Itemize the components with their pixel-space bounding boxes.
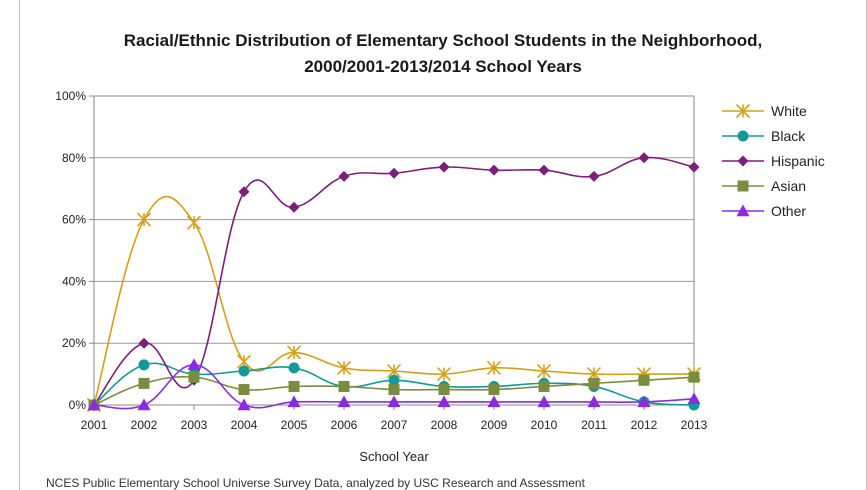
- data-point-hispanic: [538, 164, 550, 176]
- y-tick-label: 20%: [62, 336, 86, 350]
- data-point-other: [387, 395, 401, 408]
- data-point-asian: [138, 377, 150, 389]
- legend-marker-black: [737, 130, 749, 142]
- data-point-asian: [288, 380, 300, 392]
- data-point-hispanic: [338, 170, 350, 182]
- data-point-asian: [238, 384, 250, 396]
- data-point-other: [537, 395, 551, 408]
- chart-title-line-2: 2000/2001-2013/2014 School Years: [304, 57, 582, 76]
- x-tick-label: 2003: [181, 418, 208, 432]
- data-point-other: [137, 398, 151, 411]
- y-tick-label: 40%: [62, 274, 86, 288]
- data-point-white: [436, 367, 452, 382]
- legend-label-hispanic: Hispanic: [771, 153, 825, 169]
- data-point-other: [437, 395, 451, 408]
- legend-label-other: Other: [771, 203, 806, 219]
- legend-marker-other: [736, 204, 750, 217]
- y-axis-ticks: 0% 20% 40% 60% 80% 100%: [55, 89, 94, 412]
- x-axis-title: School Year: [359, 449, 429, 464]
- data-point-hispanic: [488, 164, 500, 176]
- x-tick-label: 2006: [331, 418, 358, 432]
- data-point-hispanic: [638, 152, 650, 164]
- legend-label-white: White: [771, 103, 807, 119]
- data-point-asian: [188, 371, 200, 383]
- legend-item-white: White: [722, 103, 807, 119]
- data-point-other: [587, 395, 601, 408]
- legend-marker-asian: [737, 180, 749, 192]
- data-point-asian: [538, 380, 550, 392]
- data-point-other: [187, 358, 201, 371]
- legend-marker-hispanic: [737, 155, 749, 167]
- data-point-black: [288, 362, 300, 374]
- x-tick-label: 2002: [131, 418, 158, 432]
- legend-item-other: Other: [722, 203, 806, 219]
- legend-label-asian: Asian: [771, 178, 806, 194]
- chart-title-line-1: Racial/Ethnic Distribution of Elementary…: [123, 31, 763, 50]
- x-tick-label: 2007: [381, 418, 408, 432]
- y-tick-label: 0%: [69, 398, 87, 412]
- y-tick-label: 100%: [55, 89, 86, 103]
- x-tick-label: 2010: [531, 418, 558, 432]
- data-point-white: [336, 360, 352, 375]
- x-tick-label: 2008: [431, 418, 458, 432]
- data-point-other: [287, 395, 301, 408]
- data-point-asian: [488, 384, 500, 396]
- legend-item-black: Black: [722, 128, 806, 144]
- x-axis-ticks: 2001 2002 2003 2004 2005 2006 2007 2008 2009 2010…: [81, 405, 708, 432]
- data-point-white: [486, 360, 502, 375]
- legend-label-black: Black: [771, 128, 806, 144]
- data-point-white: [536, 363, 552, 379]
- data-point-white: [286, 345, 302, 360]
- data-point-other: [487, 395, 501, 408]
- data-point-asian: [388, 384, 400, 396]
- data-point-black: [138, 359, 150, 371]
- y-tick-label: 80%: [62, 151, 86, 165]
- data-point-white: [186, 215, 202, 230]
- plot-area: [93, 95, 695, 406]
- source-note: NCES Public Elementary School Universe S…: [46, 476, 585, 490]
- data-point-asian: [688, 371, 700, 383]
- x-tick-label: 2009: [481, 418, 508, 432]
- data-point-asian: [638, 374, 650, 386]
- legend: White Black Hispanic Asian Other: [722, 103, 825, 219]
- data-point-hispanic: [138, 337, 150, 349]
- x-tick-label: 2004: [231, 418, 258, 432]
- legend-item-hispanic: Hispanic: [722, 153, 825, 169]
- data-point-hispanic: [688, 161, 700, 173]
- data-point-black: [238, 365, 250, 377]
- y-tick-label: 60%: [62, 213, 86, 227]
- data-point-other: [687, 392, 701, 405]
- legend-marker-white: [735, 103, 751, 119]
- series-line-white: [93, 195, 694, 406]
- data-point-other: [237, 398, 251, 411]
- x-tick-label: 2001: [81, 418, 108, 432]
- series-other: [87, 358, 701, 411]
- data-point-asian: [438, 384, 450, 396]
- data-point-other: [87, 398, 101, 411]
- series-layer: [86, 152, 702, 413]
- legend-item-asian: Asian: [722, 178, 806, 194]
- chart-title: Racial/Ethnic Distribution of Elementary…: [19, 28, 867, 80]
- x-tick-label: 2005: [281, 418, 308, 432]
- data-point-other: [337, 395, 351, 408]
- data-point-hispanic: [438, 161, 450, 173]
- x-tick-label: 2011: [581, 418, 607, 432]
- data-point-asian: [338, 380, 350, 392]
- x-tick-label: 2013: [681, 418, 708, 432]
- data-point-asian: [588, 377, 600, 389]
- x-tick-label: 2012: [631, 418, 658, 432]
- data-point-white: [136, 212, 152, 227]
- data-point-black: [388, 374, 400, 386]
- data-point-other: [637, 395, 651, 408]
- data-point-hispanic: [238, 186, 250, 198]
- data-point-hispanic: [588, 170, 600, 182]
- data-point-hispanic: [288, 201, 300, 213]
- grid-lines: [94, 95, 694, 344]
- data-point-hispanic: [388, 167, 400, 179]
